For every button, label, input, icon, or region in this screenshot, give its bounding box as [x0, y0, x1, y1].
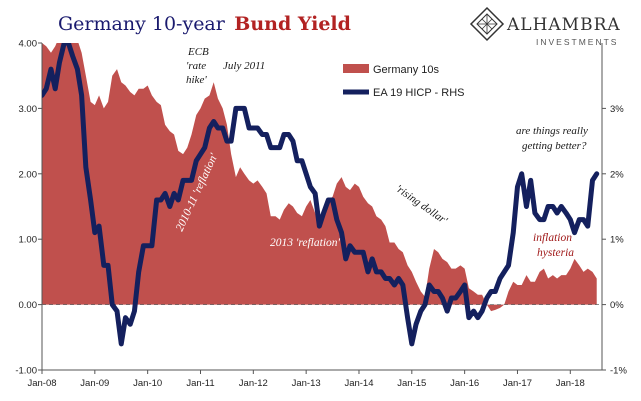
annotation-ecb-3: hike': [186, 74, 207, 86]
hicp-line: [42, 43, 600, 347]
title-prefix: Germany 10-year: [58, 13, 226, 35]
x-tick-label: Jan-12: [239, 378, 268, 389]
y-left-tick-label: 4.00: [19, 39, 38, 50]
y-left-tick-label: -1.00: [15, 366, 37, 377]
annotation-getting-better-2: getting better?: [522, 140, 587, 152]
annotation-ecb-1: ECB: [187, 46, 209, 58]
legend-label-bund: Germany 10s: [373, 64, 440, 76]
annotation-hysteria-1: inflation: [533, 232, 572, 244]
y-left-tick-label: 1.00: [19, 235, 38, 246]
legend: Germany 10s EA 19 HICP - RHS: [343, 64, 465, 99]
x-tick-label: Jan-11: [186, 378, 214, 389]
bund-area-layer: [42, 43, 597, 312]
brand-name: ALHAMBRA: [506, 15, 621, 35]
y-right-tick-label: -1%: [610, 366, 627, 377]
y-left-tick-label: 0.00: [19, 300, 38, 311]
x-tick-label: Jan-08: [27, 378, 56, 389]
x-tick-label: Jan-14: [344, 378, 373, 389]
x-tick-label: Jan-13: [292, 378, 321, 389]
annotation-rising-dollar: 'rising dollar': [393, 183, 450, 228]
annotation-hysteria-2: hysteria: [537, 247, 574, 259]
y-right-tick-label: 2%: [610, 169, 624, 180]
brand-subtitle: INVESTMENTS: [536, 37, 618, 47]
y-right-tick-label: 1%: [610, 235, 624, 246]
x-tick-label: Jan-17: [503, 378, 532, 389]
x-tick-label: Jan-18: [556, 378, 585, 389]
annotation-july-2011: July 2011: [223, 60, 265, 72]
legend-label-hicp: EA 19 HICP - RHS: [373, 87, 465, 99]
x-tick-label: Jan-10: [133, 378, 162, 389]
brand-logo: ALHAMBRA INVESTMENTS: [469, 6, 621, 47]
annotation-getting-better-1: are things really: [516, 125, 588, 137]
hicp-line-layer: [42, 43, 600, 347]
x-tick-label: Jan-16: [450, 378, 479, 389]
y-left-tick-label: 3.00: [19, 104, 38, 115]
diamond-logo-icon: [469, 6, 505, 42]
y-right-tick-label: 0%: [610, 300, 624, 311]
x-tick-label: Jan-09: [80, 378, 109, 389]
annotation-reflation-2013: 2013 'reflation': [270, 237, 341, 249]
y-left-tick-label: 2.00: [19, 169, 38, 180]
y-right-tick-label: 3%: [610, 104, 624, 115]
legend-swatch-bund: [343, 64, 369, 73]
x-tick-label: Jan-15: [397, 378, 426, 389]
ticks-layer: 4.00 3.00 2.00 1.00 0.00 -1.00 3% 2% 1% 0% -1% Jan-…: [15, 39, 627, 390]
chart-title: Germany 10-year Bund Yield: [58, 13, 351, 35]
title-emphasis: Bund Yield: [234, 13, 351, 35]
annotation-ecb-2: 'rate: [186, 60, 206, 72]
bund-area: [42, 43, 597, 312]
